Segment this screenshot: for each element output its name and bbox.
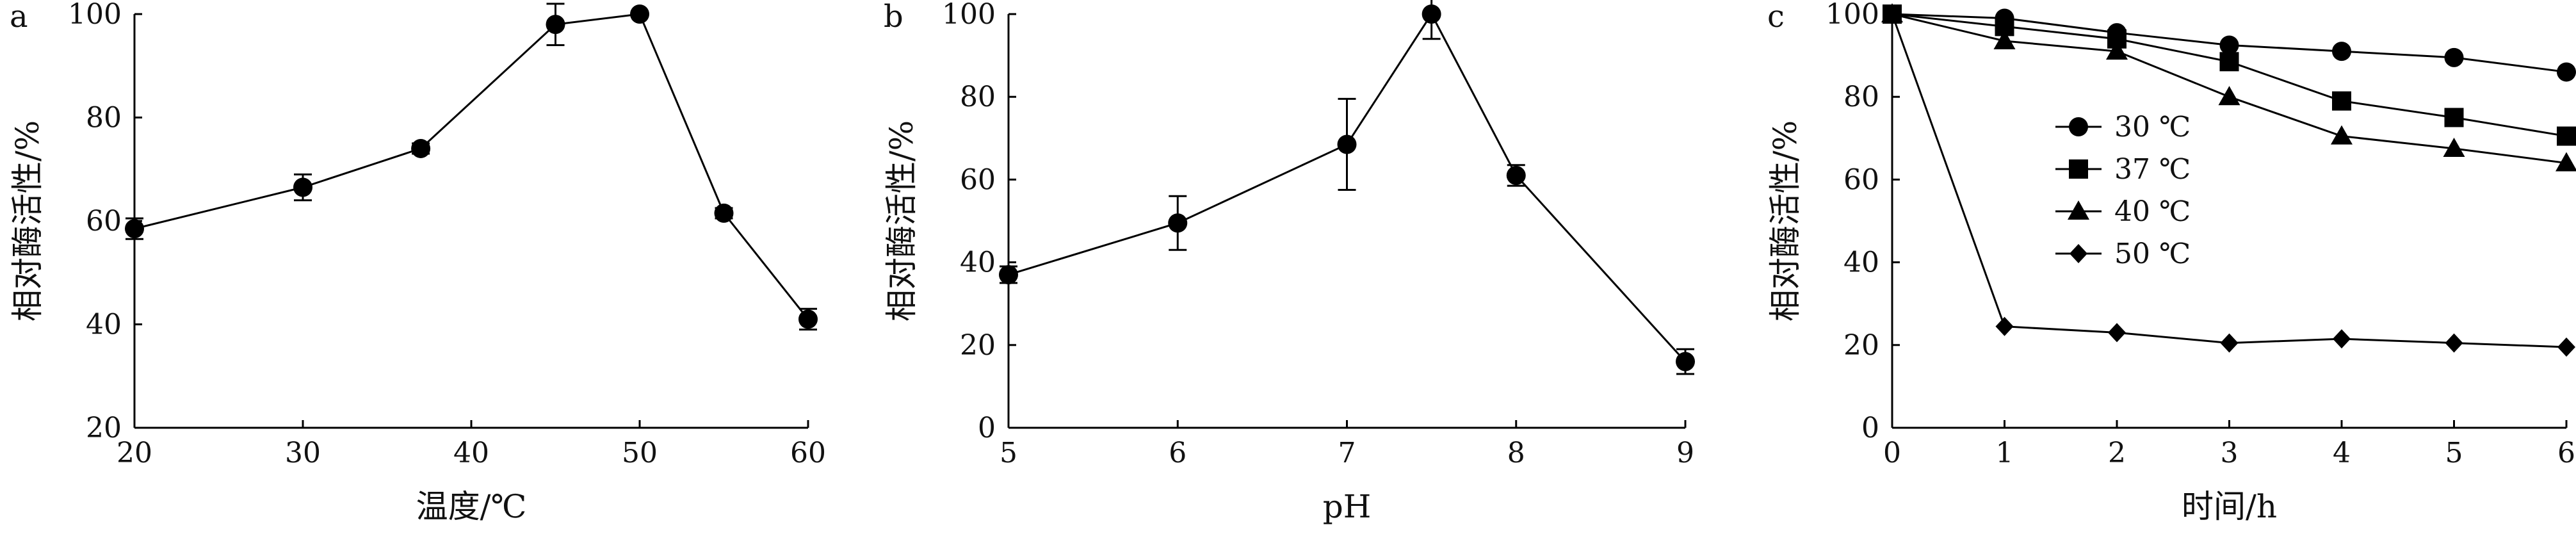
x-tick-label: 0 <box>1883 437 1901 469</box>
y-tick-label: 0 <box>1861 412 1879 444</box>
series-0 <box>999 0 1695 375</box>
x-axis-title: 时间/h <box>2182 488 2277 525</box>
data-point-triangle <box>2218 86 2240 106</box>
series-0 <box>125 3 818 331</box>
y-tick-label: 80 <box>1843 81 1879 113</box>
data-point-circle <box>2444 47 2464 67</box>
x-axis-title: pH <box>1323 488 1372 525</box>
data-point-circle <box>125 219 144 239</box>
x-tick-label: 5 <box>1000 437 1017 469</box>
panel-letter: a <box>10 0 28 35</box>
data-point-circle <box>999 264 1018 284</box>
x-tick-label: 9 <box>1676 437 1694 469</box>
data-point-circle <box>2332 42 2351 61</box>
y-tick-label: 0 <box>978 412 996 444</box>
data-point-triangle <box>2331 125 2353 145</box>
panel-letter: b <box>884 0 903 35</box>
data-point-square <box>2557 126 2576 146</box>
legend-diamond-marker <box>2070 244 2087 263</box>
x-tick-label: 40 <box>453 437 489 469</box>
legend: 30 ℃ 37 ℃ 40 ℃ 50 ℃ <box>2055 111 2191 270</box>
y-axis-title: 相对酶活性/% <box>883 120 920 321</box>
x-tick-label: 6 <box>1169 437 1187 469</box>
legend-square-marker <box>2069 159 2088 179</box>
data-point-circle <box>1337 134 1357 154</box>
x-tick-label: 8 <box>1507 437 1525 469</box>
y-axis-title: 相对酶活性/% <box>1767 120 1804 321</box>
x-tick-label: 3 <box>2221 437 2239 469</box>
y-tick-label: 20 <box>86 412 122 444</box>
y-tick-label: 40 <box>1843 247 1879 279</box>
panel-a: 20 30 40 50 60 20 40 60 80 100 温度/℃ 相对酶活性/% a <box>9 0 826 525</box>
y-tick-label: 80 <box>960 81 996 113</box>
panel-letter: c <box>1767 0 1785 35</box>
data-point-triangle <box>1993 29 2016 49</box>
y-tick-label: 100 <box>1826 0 1879 31</box>
data-point-circle <box>1506 165 1526 185</box>
y-axis-title: 相对酶活性/% <box>9 120 46 321</box>
x-tick-label: 20 <box>117 437 152 469</box>
data-point-square <box>2332 91 2351 111</box>
y-tick-label: 60 <box>86 205 122 238</box>
legend-label: 30 ℃ <box>2114 111 2191 143</box>
x-tick-label: 50 <box>622 437 658 469</box>
y-tick-label: 40 <box>86 309 122 341</box>
series-line <box>1008 12 1687 362</box>
legend-label: 40 ℃ <box>2114 195 2191 228</box>
y-tick-label: 60 <box>1843 163 1879 196</box>
data-point-circle <box>2219 35 2239 55</box>
x-tick-label: 4 <box>2333 437 2351 469</box>
series-line <box>134 13 809 320</box>
data-point-circle <box>411 138 431 158</box>
x-tick-label: 30 <box>285 437 321 469</box>
data-point-circle <box>1422 4 1441 24</box>
legend-triangle-marker <box>2068 200 2089 220</box>
y-tick-label: 100 <box>68 0 122 31</box>
data-point-diamond <box>2333 329 2351 349</box>
data-point-circle <box>1676 352 1695 371</box>
legend-label: 37 ℃ <box>2114 153 2191 186</box>
y-tick-label: 40 <box>960 247 996 279</box>
data-point-circle <box>2557 62 2576 82</box>
panel-b: 5 6 7 8 9 0 20 40 60 80 100 pH 相对酶活性/% b <box>883 0 1695 525</box>
y-tick-label: 20 <box>960 329 996 362</box>
data-point-square <box>2219 52 2239 72</box>
legend-label: 50 ℃ <box>2114 238 2191 270</box>
x-tick-label: 2 <box>2108 437 2126 469</box>
x-tick-label: 60 <box>790 437 826 469</box>
y-tick-label: 60 <box>960 163 996 196</box>
data-point-diamond <box>2557 337 2575 357</box>
data-point-circle <box>714 203 734 223</box>
data-point-diamond <box>2108 323 2126 343</box>
data-point-diamond <box>2220 333 2239 353</box>
x-tick-label: 5 <box>2445 437 2463 469</box>
data-point-triangle <box>2556 152 2576 172</box>
series-2 <box>1881 3 2576 172</box>
x-axis-title: 温度/℃ <box>416 488 527 525</box>
legend-circle-marker <box>2069 117 2088 136</box>
data-point-diamond <box>1883 4 1901 24</box>
series-line <box>1891 13 2567 138</box>
y-tick-label: 20 <box>1843 329 1879 362</box>
y-tick-label: 100 <box>942 0 996 31</box>
data-point-diamond <box>2445 333 2463 353</box>
y-tick-label: 80 <box>86 102 122 134</box>
data-point-triangle <box>2443 137 2465 157</box>
data-point-circle <box>1168 213 1188 233</box>
series-3 <box>1883 4 2575 357</box>
data-point-circle <box>293 177 312 197</box>
data-point-circle <box>798 309 818 329</box>
series-1 <box>1883 4 2576 146</box>
x-tick-label: 7 <box>1338 437 1356 469</box>
data-point-square <box>2444 108 2464 127</box>
data-point-diamond <box>1995 316 2014 336</box>
data-point-circle <box>630 4 649 24</box>
data-point-triangle <box>2106 40 2128 60</box>
x-tick-label: 6 <box>2557 437 2575 469</box>
x-tick-label: 1 <box>1996 437 2014 469</box>
data-point-circle <box>546 15 565 35</box>
